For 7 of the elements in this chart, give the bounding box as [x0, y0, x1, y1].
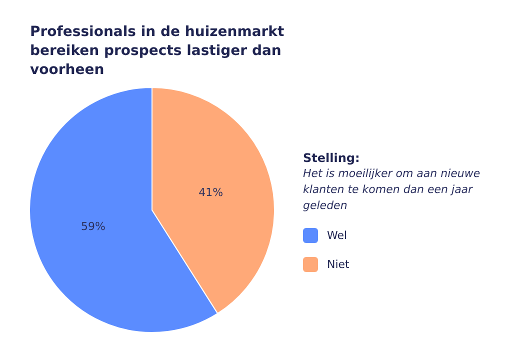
legend-title: Stelling: [303, 150, 361, 166]
text: Het is moeilijker om aan nieuwe klanten te komen dan een jaar geleden [303, 166, 482, 214]
data-label: 59% [80, 220, 106, 233]
data-label: 41% [198, 186, 224, 199]
legend-label: Wel [327, 229, 348, 242]
chart-title: Professionals in de huizenmarkt bereiken prospects lastiger dan voorheen [30, 23, 286, 80]
legend-label: Niet [327, 258, 350, 271]
